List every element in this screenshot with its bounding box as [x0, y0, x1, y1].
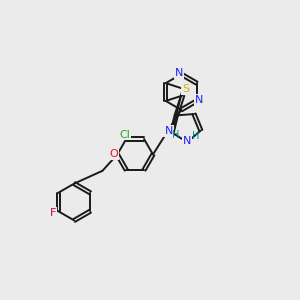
Text: N: N	[164, 126, 173, 136]
Text: Cl: Cl	[119, 130, 130, 140]
Text: N: N	[194, 95, 203, 105]
Text: F: F	[50, 208, 56, 218]
Text: N: N	[175, 68, 183, 78]
Text: H: H	[193, 130, 200, 140]
Text: O: O	[110, 149, 118, 160]
Text: N: N	[183, 136, 191, 146]
Text: H: H	[172, 130, 180, 140]
Text: S: S	[182, 84, 189, 94]
